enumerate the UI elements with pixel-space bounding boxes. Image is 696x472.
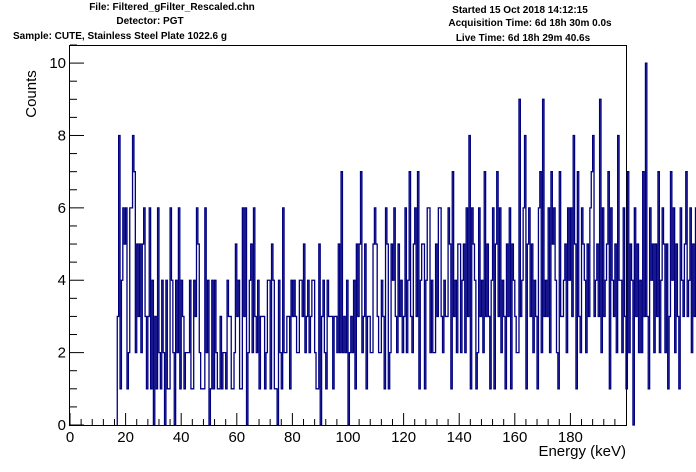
live-time-label: Live Time: 6d 18h 29m 40.6s [456, 33, 591, 44]
y-tick-label: 4 [58, 272, 66, 289]
y-tick-label: 10 [49, 55, 66, 72]
y-tick-label: 8 [58, 127, 66, 144]
x-tick-label: 40 [173, 429, 190, 446]
x-tick-label: 80 [284, 429, 301, 446]
y-tick-label: 2 [58, 345, 66, 362]
started-label: Started 15 Oct 2018 14:12:15 [452, 5, 588, 16]
y-axis-title: Counts [23, 70, 40, 118]
sample-label: Sample: CUTE, Stainless Steel Plate 1022… [13, 31, 227, 42]
y-tick-label: 0 [58, 417, 66, 434]
x-tick-label: 0 [66, 429, 74, 446]
x-tick-label: 160 [502, 429, 527, 446]
x-axis-title: Energy (keV) [538, 443, 626, 460]
file-label: File: Filtered_gFilter_Rescaled.chn [89, 2, 255, 13]
x-tick-label: 140 [447, 429, 472, 446]
x-tick-label: 120 [391, 429, 416, 446]
detector-label: Detector: PGT [116, 16, 183, 27]
y-axis-ticks: 0 2 4 6 8 10 [49, 44, 84, 434]
x-tick-label: 180 [558, 429, 583, 446]
header-left: File: Filtered_gFilter_Rescaled.chn Dete… [13, 2, 255, 42]
counts-series-line [116, 62, 696, 426]
x-tick-label: 100 [335, 429, 360, 446]
x-tick-label: 60 [228, 429, 245, 446]
header-right: Started 15 Oct 2018 14:12:15 Acquisition… [448, 5, 612, 44]
x-axis-ticks: 0 20 40 60 80 100 120 140 160 180 [66, 413, 616, 446]
acquisition-label: Acquisition Time: 6d 18h 30m 0.0s [448, 18, 612, 29]
histogram-series [116, 62, 696, 426]
x-tick-label: 20 [117, 429, 134, 446]
y-tick-label: 6 [58, 200, 66, 217]
